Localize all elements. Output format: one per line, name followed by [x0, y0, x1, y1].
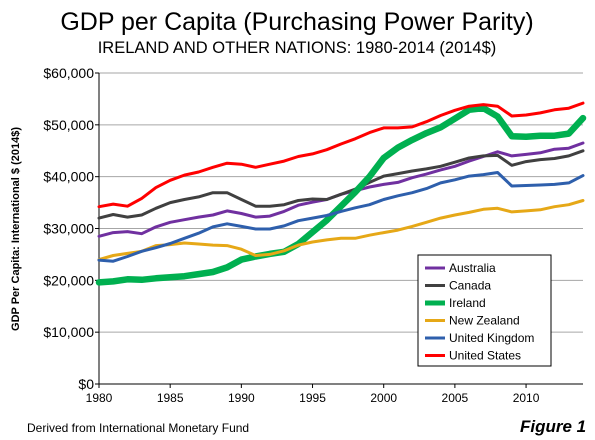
series-line-united-states	[97, 101, 585, 209]
y-tick-label: $10,000	[43, 324, 94, 340]
y-tick-label: $30,000	[43, 221, 94, 237]
y-tick-labels: $0 $10,000 $20,000 $30,000 $40,000 $50,000 $60…	[43, 65, 94, 392]
figure-label: Figure 1	[520, 417, 586, 436]
x-tick-label: 2000	[370, 391, 397, 405]
series-line-united-kingdom	[97, 171, 585, 263]
series-lines	[95, 101, 587, 286]
y-tick-label: $60,000	[43, 65, 94, 81]
series-line-australia	[97, 141, 585, 238]
y-axis-label: GDP Per Capita: International $ (2014$)	[10, 127, 22, 331]
x-tick-label: 1990	[228, 391, 255, 405]
x-tick-label: 1995	[299, 391, 326, 405]
series-line-ireland	[95, 104, 587, 286]
legend-label-united-states: United States	[449, 349, 521, 363]
legend-label-ireland: Ireland	[449, 296, 486, 310]
legend-label-new-zealand: New Zealand	[449, 314, 520, 328]
y-tick-label: $0	[78, 376, 94, 392]
series-line-canada	[97, 149, 585, 220]
series-line-new-zealand	[97, 199, 585, 262]
source-note: Derived from International Monetary Fund	[27, 421, 249, 435]
x-tick-label: 2005	[442, 391, 469, 405]
chart-subtitle: IRELAND AND OTHER NATIONS: 1980-2014 (20…	[98, 39, 497, 57]
axes	[95, 72, 583, 388]
legend-label-united-kingdom: United Kingdom	[449, 331, 534, 345]
y-tick-label: $50,000	[43, 117, 94, 133]
y-tick-label: $40,000	[43, 169, 94, 185]
chart-title: GDP per Capita (Purchasing Power Parity)	[60, 8, 533, 36]
x-tick-labels: 1980 1985 1990 1995 2000 2005 2010	[86, 391, 540, 405]
y-tick-label: $20,000	[43, 272, 94, 288]
legend: Australia Canada Ireland New Zealand United …	[417, 254, 552, 367]
legend-label-australia: Australia	[449, 261, 496, 275]
legend-label-canada: Canada	[449, 279, 491, 293]
x-tick-label: 2010	[513, 391, 540, 405]
x-tick-label: 1985	[157, 391, 184, 405]
legend-box	[417, 254, 552, 367]
x-tick-label: 1980	[86, 391, 113, 405]
